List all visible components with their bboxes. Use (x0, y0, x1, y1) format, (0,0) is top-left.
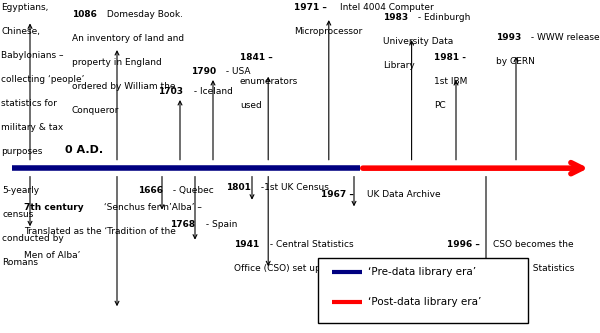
Text: Conqueror: Conqueror (72, 106, 119, 115)
Text: ‘Pre-data library era’: ‘Pre-data library era’ (368, 267, 476, 277)
Text: Office for National Statistics: Office for National Statistics (447, 264, 574, 273)
Text: University Data: University Data (383, 37, 453, 46)
Text: 1941: 1941 (234, 240, 259, 249)
Text: CSO becomes the: CSO becomes the (493, 240, 574, 249)
Text: - Central Statistics: - Central Statistics (266, 240, 353, 249)
Text: 5-yearly: 5-yearly (2, 186, 40, 195)
Text: PC: PC (434, 101, 446, 110)
Text: - WWW released: - WWW released (528, 33, 600, 42)
Text: Translated as the ‘Tradition of the: Translated as the ‘Tradition of the (24, 227, 176, 236)
Text: - USA: - USA (223, 67, 251, 76)
Text: -1st UK Census: -1st UK Census (257, 183, 329, 192)
Text: Chinese,: Chinese, (1, 27, 40, 36)
FancyBboxPatch shape (318, 258, 528, 323)
Text: An inventory of land and: An inventory of land and (72, 34, 184, 43)
Text: UK Data Archive: UK Data Archive (367, 190, 441, 199)
Text: property in England: property in England (72, 58, 162, 67)
Text: Babylonians –: Babylonians – (1, 51, 64, 60)
Text: 1666: 1666 (138, 186, 163, 195)
Text: - Iceland: - Iceland (191, 87, 233, 96)
Text: ‘Post-data library era’: ‘Post-data library era’ (368, 297, 481, 307)
Text: Domesday Book.: Domesday Book. (104, 10, 183, 19)
Text: 1st IBM: 1st IBM (434, 77, 468, 86)
Text: 1971 –: 1971 – (294, 3, 330, 12)
Text: 1086: 1086 (72, 10, 97, 19)
Text: 0 A.D.: 0 A.D. (65, 145, 103, 155)
Text: 1703: 1703 (158, 87, 184, 96)
Text: Egyptians,: Egyptians, (1, 3, 49, 12)
Text: - Edinburgh: - Edinburgh (415, 13, 470, 22)
Text: Microprocessor: Microprocessor (294, 27, 362, 36)
Text: 1993: 1993 (496, 33, 521, 42)
Text: collecting ‘people’: collecting ‘people’ (1, 75, 85, 84)
Text: military & tax: military & tax (1, 123, 64, 132)
Text: - Quebec: - Quebec (170, 186, 214, 195)
Text: 7th century: 7th century (24, 203, 83, 212)
Text: 1996 –: 1996 – (447, 240, 483, 249)
Text: 1967 –: 1967 – (321, 190, 357, 199)
Text: 1981 -: 1981 - (434, 53, 466, 62)
Text: conducted by: conducted by (2, 234, 64, 243)
Text: census: census (2, 210, 34, 219)
Text: by CERN: by CERN (496, 57, 535, 66)
Text: statistics for: statistics for (1, 99, 57, 108)
Text: 1768: 1768 (170, 220, 196, 229)
Text: purposes: purposes (1, 147, 43, 156)
Text: enumerators: enumerators (240, 77, 298, 86)
Text: Men of Alba’: Men of Alba’ (24, 251, 80, 260)
Text: 1790: 1790 (191, 67, 216, 76)
Text: ordered by William the: ordered by William the (72, 82, 176, 91)
Text: Intel 4004 Computer: Intel 4004 Computer (340, 3, 434, 12)
Text: Office (CSO) set up: Office (CSO) set up (234, 264, 321, 273)
Text: ‘Senchus fer n’Alba’ –: ‘Senchus fer n’Alba’ – (101, 203, 202, 212)
Text: Romans: Romans (2, 258, 38, 267)
Text: used: used (240, 101, 262, 110)
Text: - Spain: - Spain (203, 220, 237, 229)
Text: 1983: 1983 (383, 13, 408, 22)
Text: 1841 –: 1841 – (240, 53, 273, 62)
Text: Library: Library (383, 61, 415, 70)
Text: 1801: 1801 (226, 183, 250, 192)
